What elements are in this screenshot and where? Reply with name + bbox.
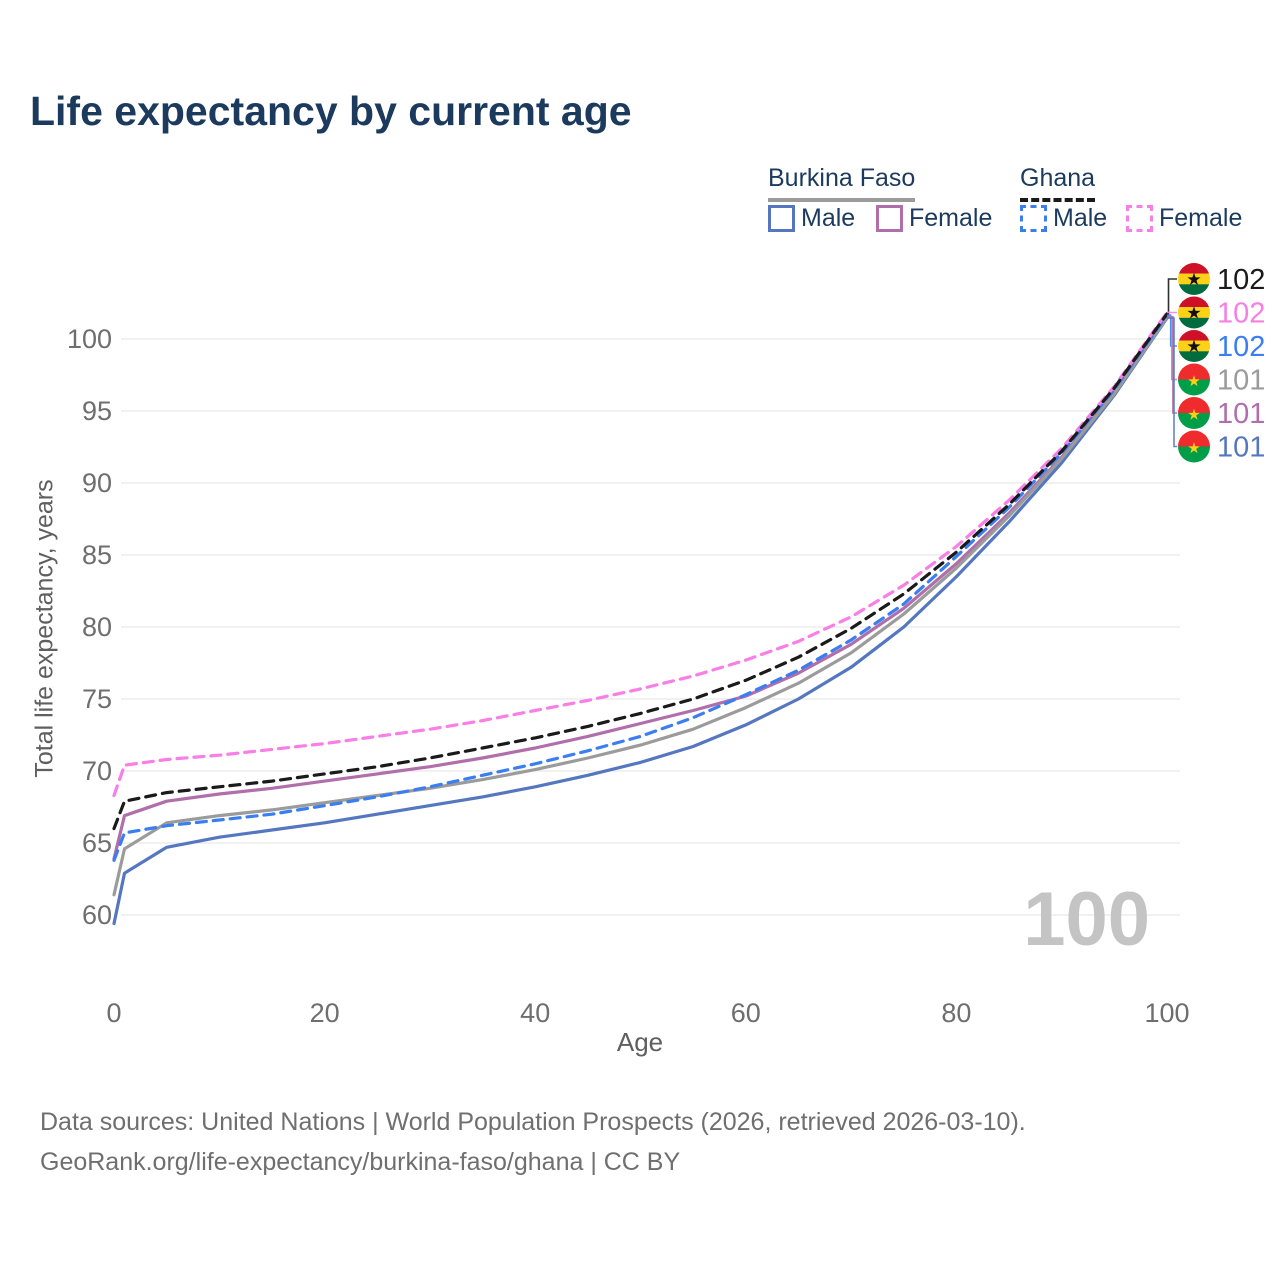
end-value-label: 102 [1217,264,1265,296]
x-axis-title: Age [616,1027,664,1057]
series-line-ghana [112,312,1169,831]
svg-text:★: ★ [1187,439,1200,457]
legend-item-label: Male [801,204,856,232]
end-label-connector [1167,316,1177,381]
line-swatch-icon [1126,205,1153,232]
series-line-burkina-faso [112,315,1169,897]
series-line-ghana-female [112,310,1169,798]
svg-text:★: ★ [1186,337,1201,357]
end-label-connector [1167,317,1177,448]
y-tick-label: 65 [82,828,112,858]
series-line-ghana-male [112,313,1169,862]
legend-item-ghana-female[interactable]: Female [1126,204,1242,233]
svg-text:★: ★ [1187,406,1200,424]
ghana-flag-icon: ★ [1178,330,1210,362]
x-tick-label: 100 [1144,998,1189,1028]
chart-title: Life expectancy by current age [30,88,632,134]
burkina-faso-flag-icon: ★ [1178,363,1210,396]
end-label-connector [1167,278,1177,315]
legend-item-burkina-faso-female[interactable]: Female [876,204,992,233]
y-tick-label: 70 [82,756,112,786]
legend-item-label: Female [1159,204,1243,232]
x-tick-label: 60 [731,998,761,1028]
end-value-label: 101 [1217,398,1265,430]
legend-group-label: Ghana [1020,164,1096,202]
y-tick-label: 80 [82,612,112,642]
ghana-flag-icon: ★ [1178,296,1210,329]
end-value-label: 102 [1217,331,1265,363]
end-value-label: 102 [1217,298,1265,330]
watermark-text: 100 [1023,877,1150,962]
line-swatch-icon [768,205,795,232]
y-tick-label: 85 [82,540,112,570]
series-line-burkina-faso-female [112,315,1169,861]
svg-text:★: ★ [1186,304,1201,324]
legend-item-label: Female [909,204,993,232]
y-tick-label: 90 [82,468,112,498]
series-line-burkina-faso-male [112,316,1169,926]
line-swatch-icon [1020,205,1047,232]
y-tick-label: 60 [82,900,112,930]
y-tick-label: 100 [67,324,112,354]
svg-text:★: ★ [1187,372,1200,390]
x-tick-label: 80 [941,998,971,1028]
x-tick-label: 40 [520,998,550,1028]
end-value-label: 101 [1217,365,1265,397]
legend-group-burkina-faso[interactable]: Burkina Faso [768,164,916,202]
legend-group-label: Burkina Faso [768,164,916,202]
y-tick-label: 75 [82,684,112,714]
data-sources-line: Data sources: United Nations | World Pop… [40,1108,1026,1136]
y-tick-label: 95 [82,396,112,426]
attribution-line: GeoRank.org/life-expectancy/burkina-faso… [40,1148,681,1176]
svg-text:★: ★ [1186,270,1201,290]
end-label-connector [1167,315,1177,414]
ghana-flag-icon: ★ [1178,263,1210,295]
legend-group-ghana[interactable]: Ghana [1020,164,1096,202]
legend-item-burkina-faso-male[interactable]: Male [768,204,855,233]
x-tick-label: 20 [310,998,340,1028]
legend-item-ghana-male[interactable]: Male [1020,204,1107,233]
burkina-faso-flag-icon: ★ [1178,397,1210,429]
x-tick-label: 0 [106,998,121,1028]
legend-item-label: Male [1053,204,1108,232]
line-swatch-icon [876,205,903,232]
end-value-label: 101 [1217,432,1265,464]
burkina-faso-flag-icon: ★ [1178,430,1210,463]
